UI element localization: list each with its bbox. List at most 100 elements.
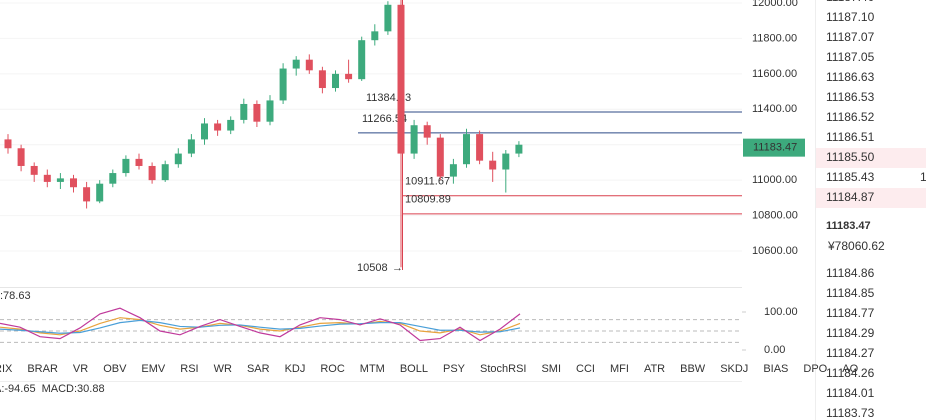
candle	[502, 150, 510, 193]
indicator-tab[interactable]: SAR	[247, 363, 270, 375]
indicator-tab[interactable]: PSY	[443, 363, 466, 375]
cny-price: ¥78060.62	[827, 239, 885, 253]
y-tick-label: 10600.00	[752, 245, 798, 257]
candle-body	[227, 119, 235, 131]
candle-body	[240, 103, 248, 120]
indicator-tab[interactable]: SKDJ	[720, 363, 748, 375]
candle	[318, 66, 326, 94]
candle-body	[174, 153, 182, 165]
indicator-line	[0, 307, 521, 342]
candle-body	[148, 165, 156, 181]
ask-price: 11186.52	[826, 110, 875, 124]
candle-body	[83, 187, 91, 202]
indicator-tick-label: 100.00	[764, 306, 798, 318]
candle	[96, 180, 104, 204]
indicator-tab[interactable]: AO	[842, 363, 858, 375]
candle	[423, 121, 431, 145]
candle	[449, 158, 457, 184]
ask-price: 11187.10	[826, 10, 875, 24]
candle-body	[30, 165, 38, 175]
indicator-tab[interactable]: RIX	[0, 363, 13, 375]
candle-body	[161, 164, 169, 181]
last-price-tag	[743, 138, 805, 157]
indicator-tab[interactable]: BIAS	[763, 363, 788, 375]
candle-body	[397, 4, 405, 154]
indicator-tab[interactable]: MTM	[360, 363, 385, 375]
indicator-tab[interactable]: RSI	[180, 363, 198, 375]
indicator-tab[interactable]: EMV	[141, 363, 166, 375]
candle-body	[292, 59, 300, 69]
indicator-tab[interactable]: StochRSI	[480, 363, 526, 375]
candle	[17, 144, 25, 172]
price-level-label: 11266.54	[362, 113, 407, 125]
candle-body	[463, 134, 470, 165]
ask-price: 11187.07	[826, 30, 875, 44]
candle	[161, 160, 169, 182]
candle-body	[345, 73, 353, 80]
indicator-tab[interactable]: BBW	[680, 363, 706, 375]
candle-body	[332, 73, 339, 89]
candle	[358, 36, 366, 81]
y-tick-label: 11400.00	[752, 103, 797, 115]
bid-price: 11184.26	[826, 366, 875, 380]
candle	[109, 169, 117, 188]
candle	[515, 141, 523, 158]
ask-price: 11185.50	[826, 150, 875, 164]
candle	[384, 1, 392, 35]
candle	[174, 148, 182, 168]
last-price-label: 11183.47	[753, 142, 797, 154]
candle-body	[515, 144, 523, 154]
price-level-label: 10911.67	[405, 176, 450, 188]
candle-body	[449, 164, 457, 177]
candle-body	[476, 134, 484, 161]
indicator-tab[interactable]: CCI	[576, 363, 595, 375]
candle-body	[371, 31, 379, 41]
indicator-tab[interactable]: BOLL	[400, 363, 428, 375]
candle	[266, 95, 274, 126]
candle-body	[502, 153, 510, 170]
bid-price: 11183.73	[826, 406, 875, 420]
candle-body	[122, 158, 130, 174]
indicator-tab[interactable]: OBV	[103, 363, 127, 375]
candle	[279, 63, 287, 104]
indicator-tab[interactable]: WR	[214, 363, 232, 375]
indicator-tab[interactable]: VR	[73, 363, 88, 375]
candle	[227, 116, 235, 135]
ask-price: 11185.43	[826, 170, 875, 184]
bid-price: 11184.29	[826, 326, 875, 340]
macd-label: MACD:30.88	[42, 383, 105, 395]
candle	[305, 54, 313, 74]
candle-body	[43, 174, 51, 182]
y-tick-label: 11800.00	[752, 32, 797, 44]
indicator-tab[interactable]: MFI	[610, 363, 629, 375]
ask-price: 11187.40	[826, 0, 875, 4]
y-tick-label: 10800.00	[752, 209, 798, 221]
candle-body	[4, 139, 12, 149]
candle	[214, 119, 222, 136]
indicator-tab[interactable]: ROC	[320, 363, 345, 375]
low-marker-label: 10508	[357, 262, 388, 274]
candle-body	[358, 40, 366, 80]
candle	[187, 134, 195, 158]
indicator-tab[interactable]: KDJ	[285, 363, 306, 375]
candle-body	[489, 160, 497, 170]
y-tick-label: 12000.00	[752, 0, 798, 9]
indicator-tab[interactable]: ATR	[644, 363, 665, 375]
indicator-label: :78.63	[0, 290, 31, 302]
candle-body	[318, 70, 326, 89]
ask-price: 11186.63	[826, 70, 875, 84]
ask-price: 11186.51	[826, 130, 875, 144]
indicator-tab[interactable]: BRAR	[27, 363, 58, 375]
y-tick-label: 11000.00	[752, 174, 797, 186]
candle	[476, 130, 484, 165]
candle-body	[279, 68, 287, 101]
candle-body	[70, 178, 77, 188]
candle-body	[214, 123, 222, 131]
indicator-line	[0, 317, 521, 336]
bid-price: 11184.01	[826, 386, 875, 400]
candle-body	[410, 125, 418, 154]
indicator-tab[interactable]: DPO	[803, 363, 827, 375]
bid-price: 11184.27	[826, 346, 875, 360]
indicator-tab[interactable]: SMI	[541, 363, 561, 375]
candle	[410, 119, 418, 159]
